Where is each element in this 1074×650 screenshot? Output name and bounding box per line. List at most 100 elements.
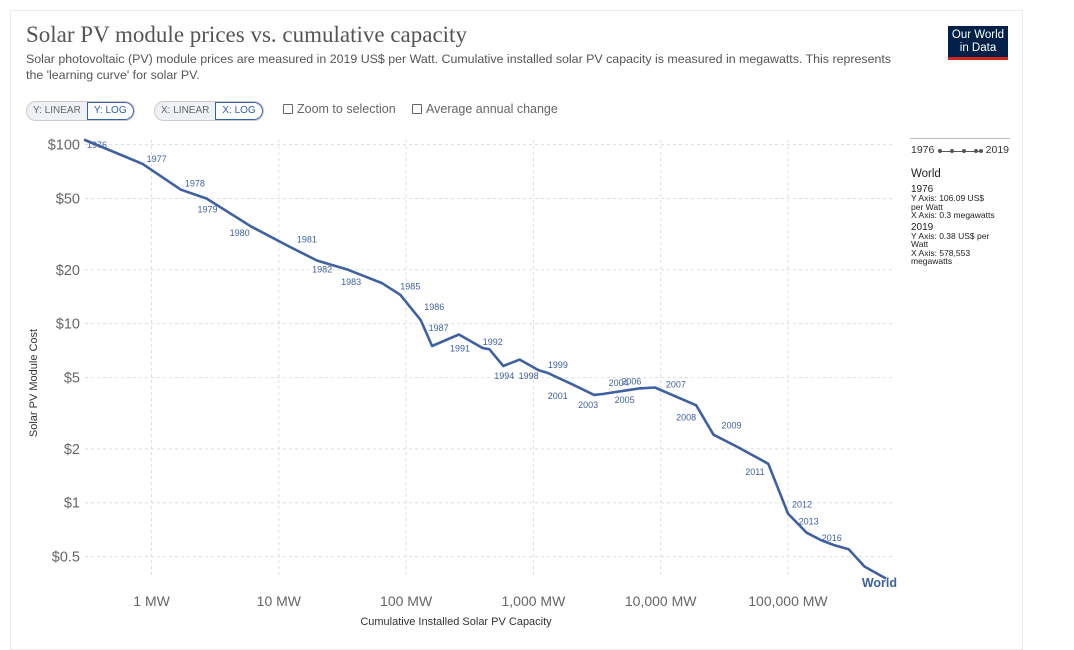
year-label: 1994 (494, 371, 514, 381)
year-label: 1978 (185, 179, 205, 189)
data-point (848, 548, 850, 550)
legend-entity-name: World (911, 168, 941, 180)
year-label: 1998 (519, 371, 539, 381)
year-label: 1987 (429, 323, 449, 333)
timeline-handle-end[interactable] (979, 149, 983, 153)
year-label: 2011 (745, 467, 764, 477)
legend-first-y: Y Axis: 106.09 US$ (911, 193, 985, 203)
year-label: 1981 (297, 234, 317, 244)
x-scale-toggle[interactable]: X: LINEAR X: LOG (154, 101, 264, 121)
year-label: 1983 (341, 277, 361, 287)
timeline-tick (950, 149, 954, 153)
data-point (654, 387, 656, 389)
data-point (205, 198, 207, 200)
data-point (431, 345, 433, 347)
data-point (593, 394, 595, 396)
year-label: 1976 (87, 140, 107, 150)
x-axis-title: Cumulative Installed Solar PV Capacity (360, 616, 552, 628)
year-label: 2004 (609, 378, 629, 388)
legend-last-y: Y Axis: 0.38 US$ per (911, 230, 990, 241)
data-point (381, 282, 383, 284)
year-label: 1985 (400, 281, 420, 291)
year-label: 1977 (147, 154, 167, 164)
chart-legend: 1976 2019 World 1976 Y Axis: 106.09 US$ … (910, 138, 1010, 266)
zoom-to-selection-checkbox[interactable]: Zoom to selection (283, 102, 396, 116)
x-tick-label: 1,000 MW (501, 593, 566, 609)
x-log-option[interactable]: X: LOG (215, 102, 263, 120)
x-tick-label: 100,000 MW (748, 593, 828, 609)
data-point (547, 372, 549, 374)
data-point (458, 334, 460, 336)
legend-last-year: 2019 (911, 221, 934, 233)
data-point (638, 387, 640, 389)
data-point (420, 319, 422, 321)
y-tick-label: $100 (48, 138, 80, 154)
series-label-world: World (862, 576, 897, 590)
checkbox-icon[interactable] (412, 104, 422, 114)
timeline-handle-start[interactable] (938, 149, 942, 153)
data-point (806, 532, 808, 534)
timeline-track[interactable] (938, 149, 983, 153)
year-label: 2009 (722, 421, 742, 431)
data-point (288, 245, 290, 247)
year-label: 1979 (197, 205, 217, 215)
timeline-tick (962, 149, 966, 153)
year-label: 2012 (792, 500, 812, 510)
data-point (602, 393, 604, 395)
x-tick-label: 10,000 MW (625, 593, 697, 609)
year-label: 2008 (676, 412, 696, 422)
year-label: 2007 (666, 380, 686, 390)
data-point (833, 544, 835, 546)
data-point (695, 404, 697, 406)
y-log-option[interactable]: Y: LOG (86, 102, 134, 120)
data-point (84, 139, 86, 141)
data-point (316, 260, 318, 262)
data-point (502, 365, 504, 367)
data-point (713, 434, 715, 436)
logo-line-1: Our World (951, 29, 1005, 41)
data-point (538, 369, 540, 371)
data-point (819, 539, 821, 541)
y-tick-label: $1 (64, 496, 80, 512)
legend-last-x: X Axis: 578,553 (911, 247, 971, 258)
data-point (347, 269, 349, 271)
data-point (399, 294, 401, 296)
data-point (736, 446, 738, 448)
data-point (787, 513, 789, 515)
year-label: 1980 (230, 228, 250, 238)
owid-logo[interactable]: Our World in Data (948, 26, 1008, 60)
y-scale-toggle[interactable]: Y: LINEAR Y: LOG (26, 101, 135, 121)
timeline-tick (974, 149, 978, 153)
average-annual-change-label: Average annual change (426, 102, 558, 116)
data-point (884, 577, 886, 579)
legend-last-y-unit: Watt (911, 239, 929, 249)
year-label: 1982 (312, 265, 332, 275)
year-label: 2016 (822, 533, 842, 543)
timeline-start-year: 1976 (911, 144, 935, 156)
logo-line-2: in Data (959, 41, 997, 54)
average-annual-change-checkbox[interactable]: Average annual change (412, 102, 558, 116)
checkbox-icon[interactable] (283, 104, 293, 114)
legend-last-x-unit: megawatts (911, 256, 953, 266)
timeline-end-year: 2019 (985, 144, 1009, 156)
data-point (250, 225, 252, 227)
year-label: 2001 (548, 391, 568, 401)
y-tick-label: $2 (64, 442, 80, 458)
data-point (142, 163, 144, 165)
data-point (627, 389, 629, 391)
year-timeline[interactable]: 1976 2019 (910, 138, 1010, 164)
y-tick-label: $10 (56, 317, 80, 333)
data-point (519, 359, 521, 361)
year-label: 2003 (578, 400, 598, 410)
year-label: 1992 (483, 337, 503, 347)
year-label: 2006 (621, 376, 641, 386)
year-label: 2013 (799, 517, 819, 527)
y-axis-title: Solar PV Module Cost (28, 329, 40, 437)
year-label: 1999 (548, 360, 568, 370)
zoom-to-selection-label: Zoom to selection (297, 102, 396, 116)
x-linear-option[interactable]: X: LINEAR (161, 105, 210, 116)
y-linear-option[interactable]: Y: LINEAR (33, 105, 81, 116)
x-tick-label: 10 MW (257, 593, 302, 609)
legend-first-year: 1976 (911, 184, 934, 195)
year-label: 2005 (615, 395, 635, 405)
